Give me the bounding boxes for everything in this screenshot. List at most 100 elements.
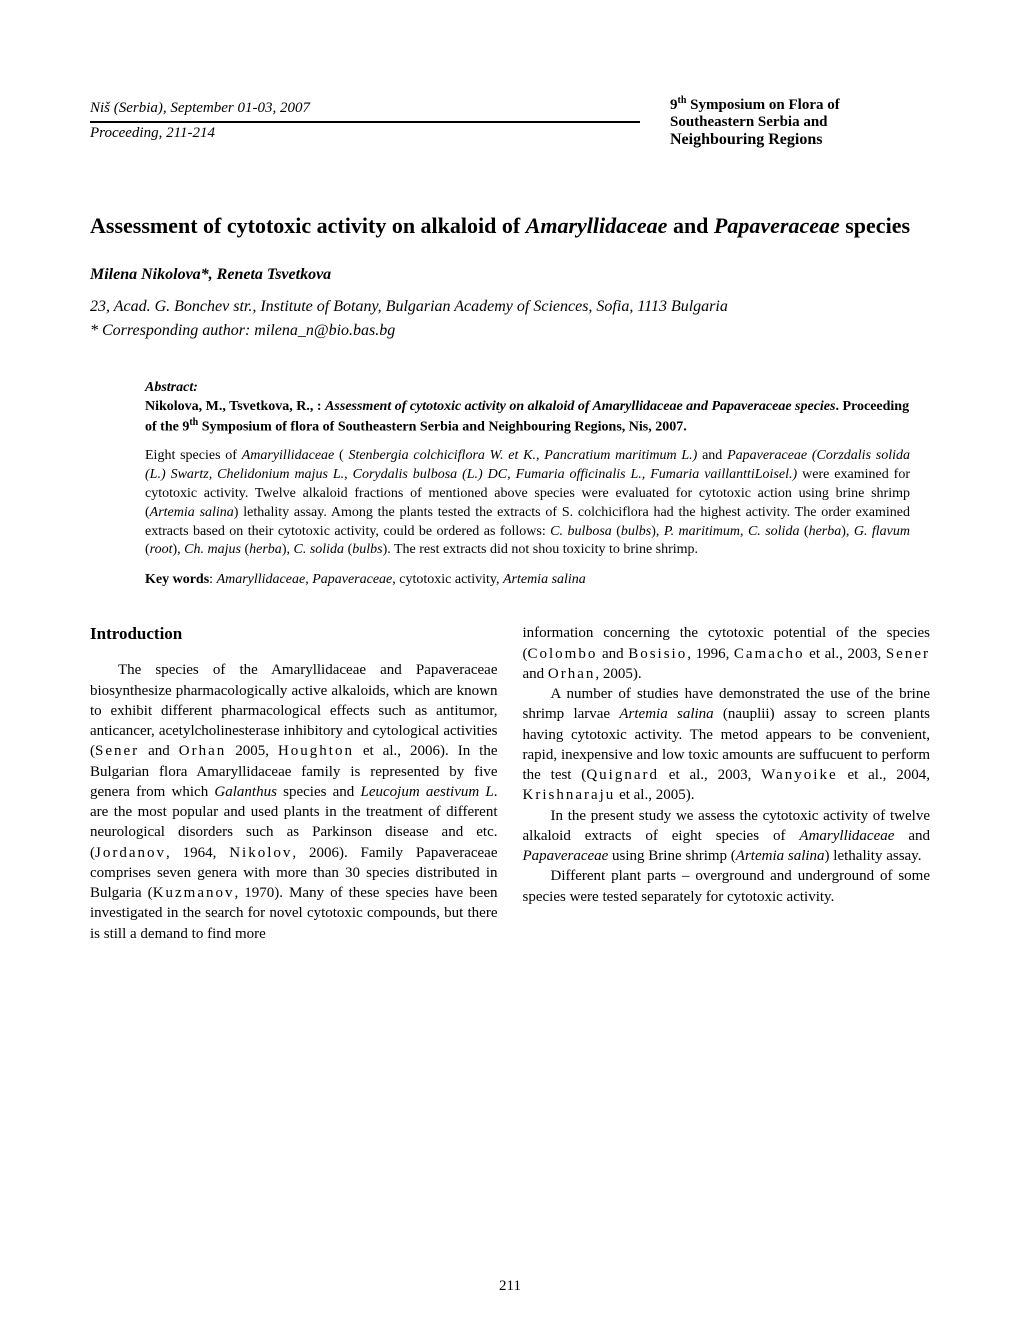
- cit-r2: Symposium of flora of Southeastern Serbi…: [198, 420, 687, 435]
- c2-i4: Artemia salina: [736, 848, 825, 864]
- intro-para-3: In the present study we assess the cytot…: [523, 806, 931, 867]
- kw-i1: Amaryllidaceae: [217, 572, 306, 587]
- c2-s4: Sener: [886, 646, 930, 662]
- ab-i11: root: [150, 542, 173, 557]
- c1-s3: Houghton: [278, 743, 354, 759]
- c2-i3: Papaveraceae: [523, 848, 609, 864]
- kw-i2: Papaveraceae: [312, 572, 392, 587]
- ab-i14: C. solida: [293, 542, 344, 557]
- c2-s2: Bosisio: [628, 646, 687, 662]
- affiliation: 23, Acad. G. Bonchev str., Institute of …: [90, 296, 930, 318]
- c2-s7: Wanyoike: [761, 767, 837, 783]
- abstract-citation: Nikolova, M., Tsvetkova, R., : Assessmen…: [145, 398, 910, 437]
- ab-p2: (: [334, 448, 348, 463]
- ab-i10: G. flavum: [854, 524, 910, 539]
- c2-s6: Quignard: [586, 767, 659, 783]
- kw-i3: Artemia salina: [503, 572, 586, 587]
- c1-s4: Jordanov: [95, 845, 166, 861]
- ab-i1: Amaryillidaceae: [242, 448, 335, 463]
- c2-b: and: [597, 646, 628, 662]
- article-title: Assessment of cytotoxic activity on alka…: [90, 212, 930, 241]
- c1-i2: Leucojum aestivum L: [361, 784, 494, 800]
- column-right: information concerning the cytotoxic pot…: [523, 623, 931, 943]
- authors: Milena Nikolova*, Reneta Tsvetkova: [90, 266, 930, 284]
- abstract-section: Abstract: Nikolova, M., Tsvetkova, R., :…: [145, 380, 910, 588]
- ab-i6: bulbs: [621, 524, 651, 539]
- ab-i12: Ch. majus: [184, 542, 241, 557]
- ab-p9: (: [799, 524, 808, 539]
- header-location: Niš (Serbia), September 01-03, 2007: [90, 100, 310, 117]
- c2-3d: ) lethality assay.: [825, 848, 922, 864]
- ab-i7: P. maritimum: [664, 524, 740, 539]
- c2-e: and: [523, 666, 548, 682]
- c2-c: , 1996,: [687, 646, 734, 662]
- c1-c: 2005,: [226, 743, 278, 759]
- c2-s3: Camacho: [734, 646, 805, 662]
- kw-label: Key words: [145, 572, 209, 587]
- title-i2: Papaveraceae: [714, 213, 840, 238]
- title-p1: Assessment of cytotoxic activity on alka…: [90, 213, 526, 238]
- intro-heading: Introduction: [90, 623, 498, 646]
- ab-i5: C. bulbosa: [550, 524, 612, 539]
- c1-s1: Sener: [95, 743, 139, 759]
- intro-para-1: The species of the Amaryllidaceae and Pa…: [90, 660, 498, 944]
- keywords: Key words: Amaryllidaceae, Papaveraceae,…: [145, 572, 910, 588]
- kw-p2: , cytotoxic activity,: [392, 572, 503, 587]
- sym-line2: Southeastern Serbia and: [670, 114, 930, 131]
- ab-p16: ). The rest extracts did not shou toxici…: [383, 542, 698, 557]
- ab-p15: (: [344, 542, 352, 557]
- ab-p6: (: [612, 524, 621, 539]
- title-i1: Amaryllidaceae: [526, 213, 668, 238]
- sym-line3: Neighbouring Regions: [670, 131, 930, 149]
- title-p3: species: [840, 213, 910, 238]
- intro-para-cont: information concerning the cytotoxic pot…: [523, 623, 931, 684]
- c1-i1: Galanthus: [214, 784, 277, 800]
- ab-i13: herba: [249, 542, 282, 557]
- corresponding-text: * Corresponding author: milena_n@bio.bas…: [90, 322, 395, 339]
- ab-p3: and: [697, 448, 727, 463]
- c2-d: et al., 2003,: [805, 646, 886, 662]
- page-number: 211: [499, 1278, 521, 1295]
- column-left: Introduction The species of the Amarylli…: [90, 623, 498, 943]
- cit-sup: th: [189, 417, 198, 428]
- c2-i1: Artemia salina: [619, 706, 713, 722]
- sym-post: Symposium on Flora of: [686, 97, 839, 113]
- ab-i15: bulbs: [352, 542, 382, 557]
- cit-authors: Nikolova, M., Tsvetkova, R., :: [145, 399, 325, 414]
- c2-s1: Colombo: [528, 646, 598, 662]
- c2-2c: et al., 2003,: [659, 767, 761, 783]
- ab-p10: ),: [841, 524, 854, 539]
- ab-p13: (: [241, 542, 249, 557]
- corresponding-author: * Corresponding author: milena_n@bio.bas…: [90, 322, 930, 340]
- c2-2d: et al., 2004,: [838, 767, 930, 783]
- c2-s5: Orhan: [548, 666, 596, 682]
- c2-2e: et al., 2005).: [615, 787, 694, 803]
- ab-p7: ),: [651, 524, 664, 539]
- sym-pre: 9: [670, 97, 678, 113]
- c2-3b: and: [894, 828, 930, 844]
- ab-i9: herba: [809, 524, 842, 539]
- ab-i4: Artemia salina: [150, 505, 234, 520]
- ab-p8: ,: [740, 524, 748, 539]
- c1-s5: Nikolov: [229, 845, 292, 861]
- c1-b: and: [139, 743, 179, 759]
- abstract-body: Eight species of Amaryillidaceae ( Stenb…: [145, 447, 910, 560]
- ab-p1: Eight species of: [145, 448, 242, 463]
- abstract-heading: Abstract:: [145, 380, 910, 396]
- c1-e: species and: [277, 784, 361, 800]
- c2-s8: Krishnaraju: [523, 787, 616, 803]
- c1-s2: Orhan: [179, 743, 227, 759]
- ab-i8: C. solida: [748, 524, 800, 539]
- intro-para-4: Different plant parts – overground and u…: [523, 866, 931, 907]
- intro-para-2: A number of studies have demonstrated th…: [523, 684, 931, 806]
- c2-3c: using Brine shrimp (: [608, 848, 736, 864]
- c2-i2: Amaryllidaceae: [799, 828, 894, 844]
- ab-p12: ),: [173, 542, 185, 557]
- c2-f: , 2005).: [595, 666, 641, 682]
- c1-g: , 1964,: [166, 845, 229, 861]
- ab-i2: Stenbergia colchiciflora W. et K., Pancr…: [348, 448, 697, 463]
- title-p2: and: [667, 213, 713, 238]
- kw-sep: :: [209, 572, 216, 587]
- symposium-title: 9th Symposium on Flora of Southeastern S…: [670, 95, 930, 149]
- cit-title: Assessment of cytotoxic activity on alka…: [325, 399, 835, 414]
